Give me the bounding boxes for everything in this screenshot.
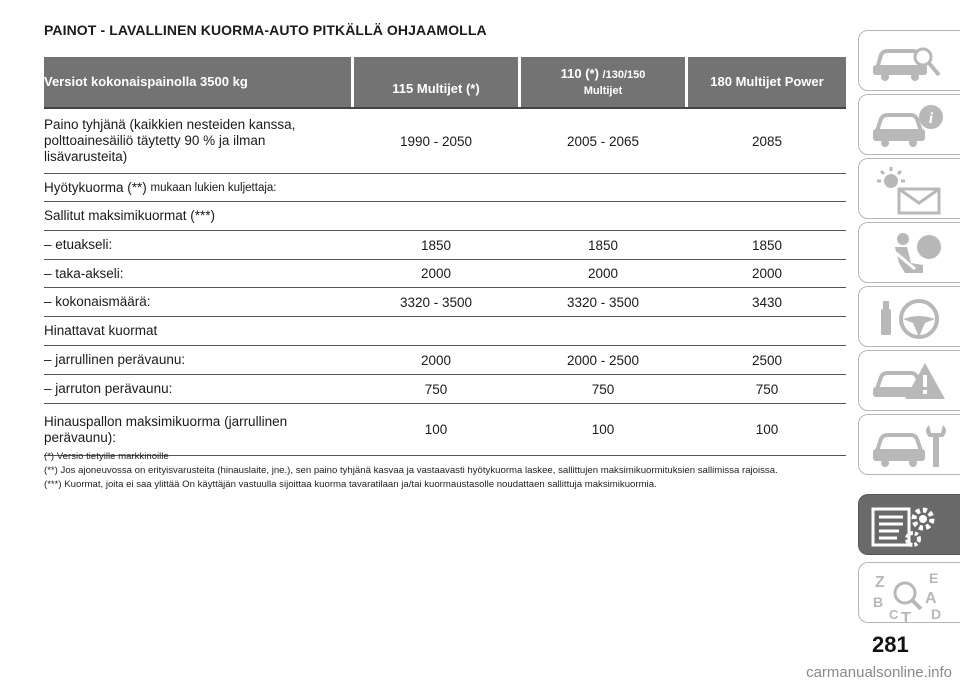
table-row: – jarruton perävaunu: 750 750 750 <box>44 375 846 404</box>
table-row: Sallitut maksimikuormat (***) <box>44 202 846 231</box>
row-value: 2000 <box>420 266 452 281</box>
svg-text:i: i <box>929 110 934 127</box>
row-value: 3430 <box>751 294 783 310</box>
warning-light-icon <box>877 167 941 215</box>
car-emergency-icon <box>873 363 945 399</box>
row-label: – etuakseli: <box>44 237 113 252</box>
header-versions: Versiot kokonaispainolla 3500 kg <box>44 57 351 107</box>
index-letter: E <box>929 570 938 586</box>
row-label: Hyötykuorma (**) mukaan lukien kuljettaj… <box>44 179 277 195</box>
row-label: – jarrullinen perävaunu: <box>44 352 186 367</box>
row-value: 100 <box>424 422 448 437</box>
row-value: 750 <box>424 381 448 397</box>
tab-safety[interactable] <box>858 222 960 283</box>
footnote: (***) Kuormat, joita ei saa ylittää On k… <box>44 479 657 490</box>
header-110-line2: Multijet <box>583 84 623 97</box>
footnotes: (*) Versio tietyille markkinoille (**) J… <box>44 450 844 492</box>
row-value: 100 <box>755 422 779 437</box>
row-label: Sallitut maksimikuormat (***) <box>44 208 216 223</box>
tab-maintenance[interactable] <box>858 414 960 475</box>
footnote: (**) Jos ajoneuvossa on erityisvarusteit… <box>44 465 778 476</box>
table-row: Hinattavat kuormat <box>44 317 846 346</box>
technical-data-icon <box>871 507 935 547</box>
header-115-multijet: 115 Multijet (*) <box>354 57 518 107</box>
row-value: 3320 - 3500 <box>566 294 640 310</box>
alphabetical-index-icon: Z E B A C T D <box>873 570 941 623</box>
row-label: – taka-akseli: <box>44 265 124 281</box>
table-row: – etuakseli: 1850 1850 1850 <box>44 231 846 260</box>
row-value: 2000 <box>420 352 452 368</box>
row-label: – jarruton perävaunu: <box>44 381 173 396</box>
row-value: 750 <box>755 381 779 397</box>
row-value: 2500 <box>751 352 783 368</box>
header-divider <box>351 57 354 107</box>
car-info-icon: i <box>873 105 943 147</box>
row-label: Paino tyhjänä (kaikkien nesteiden kanssa… <box>44 117 296 164</box>
footnote: (*) Versio tietyille markkinoille <box>44 451 169 462</box>
row-value: 1990 - 2050 <box>399 133 473 149</box>
tab-alphabetical-index[interactable]: Z E B A C T D <box>858 562 960 623</box>
header-110-130-150-multijet: 110 (*) /130/150 Multijet <box>521 57 685 107</box>
car-search-icon <box>873 47 941 81</box>
header-110-line1: 110 (*) /130/150 <box>560 65 646 81</box>
row-value: 1850 <box>587 237 619 253</box>
table-row: – kokonaismäärä: 3320 - 3500 3320 - 3500… <box>44 288 846 317</box>
tab-technical-data[interactable] <box>858 494 960 555</box>
row-value: 2000 <box>751 266 783 281</box>
row-value: 2085 <box>751 133 783 149</box>
row-value: 2000 <box>587 266 619 281</box>
index-letter: C <box>889 607 899 622</box>
row-value: 2000 - 2500 <box>566 352 640 368</box>
header-180-multijet-power: 180 Multijet Power <box>688 57 846 107</box>
row-value: 2005 - 2065 <box>566 133 640 149</box>
row-label: Hinauspallon maksimikuorma (jarrullinen … <box>44 413 288 445</box>
table-row: – taka-akseli: 2000 2000 2000 <box>44 260 846 288</box>
car-wrench-icon <box>873 425 946 467</box>
index-letter: Z <box>875 574 885 591</box>
header-180-label: 180 Multijet Power <box>710 74 824 89</box>
row-label: Hinattavat kuormat <box>44 323 158 338</box>
row-value: 3320 - 3500 <box>399 294 473 310</box>
tab-emergency[interactable] <box>858 350 960 411</box>
tab-car-info[interactable]: i <box>858 94 960 155</box>
index-letter: A <box>925 590 937 607</box>
page-title: PAINOT - LAVALLINEN KUORMA-AUTO PITKÄLLÄ… <box>44 22 487 38</box>
watermark: carmanualsonline.info <box>806 664 952 681</box>
index-letter: T <box>901 610 911 623</box>
tab-car-search[interactable] <box>858 30 960 91</box>
table-row: Paino tyhjänä (kaikkien nesteiden kanssa… <box>44 109 846 174</box>
row-label: – kokonaismäärä: <box>44 294 151 309</box>
tab-driving[interactable] <box>858 286 960 347</box>
row-value: 100 <box>591 422 615 437</box>
row-value: 750 <box>591 381 615 397</box>
steering-wheel-icon <box>881 299 939 339</box>
table-header: Versiot kokonaispainolla 3500 kg 115 Mul… <box>44 57 846 109</box>
index-letter: D <box>931 606 941 622</box>
table-row: Hyötykuorma (**) mukaan lukien kuljettaj… <box>44 174 846 202</box>
tab-warning-lights[interactable] <box>858 158 960 219</box>
row-value: 1850 <box>751 237 783 253</box>
header-versions-label: Versiot kokonaispainolla 3500 kg <box>44 74 248 89</box>
page-number: 281 <box>872 632 909 657</box>
header-115-label: 115 Multijet (*) <box>392 81 480 96</box>
row-value: 1850 <box>420 237 452 253</box>
table-row: Hinauspallon maksimikuorma (jarrullinen … <box>44 404 846 456</box>
table-row: – jarrullinen perävaunu: 2000 2000 - 250… <box>44 346 846 375</box>
airbag-seat-icon <box>890 233 941 273</box>
header-divider <box>685 57 688 107</box>
header-divider <box>518 57 521 107</box>
weights-table: Versiot kokonaispainolla 3500 kg 115 Mul… <box>44 57 846 456</box>
index-letter: B <box>873 594 883 610</box>
